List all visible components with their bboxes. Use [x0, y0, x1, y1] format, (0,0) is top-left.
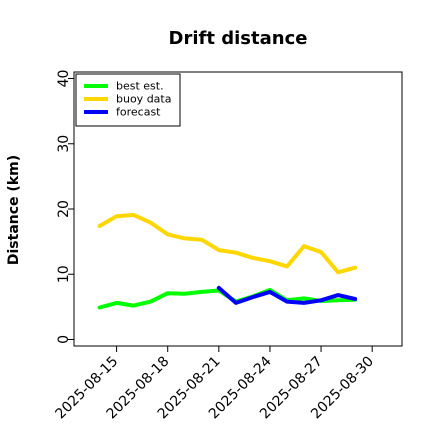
- chart-title: Drift distance: [169, 28, 308, 49]
- legend-label: buoy data: [116, 93, 171, 106]
- y-axis-label: Distance (km): [6, 155, 22, 265]
- legend-label: forecast: [116, 106, 161, 119]
- series-line-buoy-data: [97, 212, 358, 275]
- y-tick-label: 0: [56, 335, 72, 344]
- y-tick-label: 10: [56, 265, 72, 283]
- y-tick-label: 40: [56, 70, 72, 88]
- y-tick-label: 20: [56, 200, 72, 218]
- x-axis: 2025-08-152025-08-182025-08-212025-08-24…: [53, 346, 377, 422]
- y-axis: 0 10 20 30 40: [56, 70, 74, 344]
- y-tick-label: 30: [56, 135, 72, 153]
- series-layer: [97, 212, 358, 310]
- series-line-best-est-: [97, 287, 358, 310]
- series-line-forecast: [216, 285, 358, 305]
- legend-label: best est.: [116, 80, 164, 93]
